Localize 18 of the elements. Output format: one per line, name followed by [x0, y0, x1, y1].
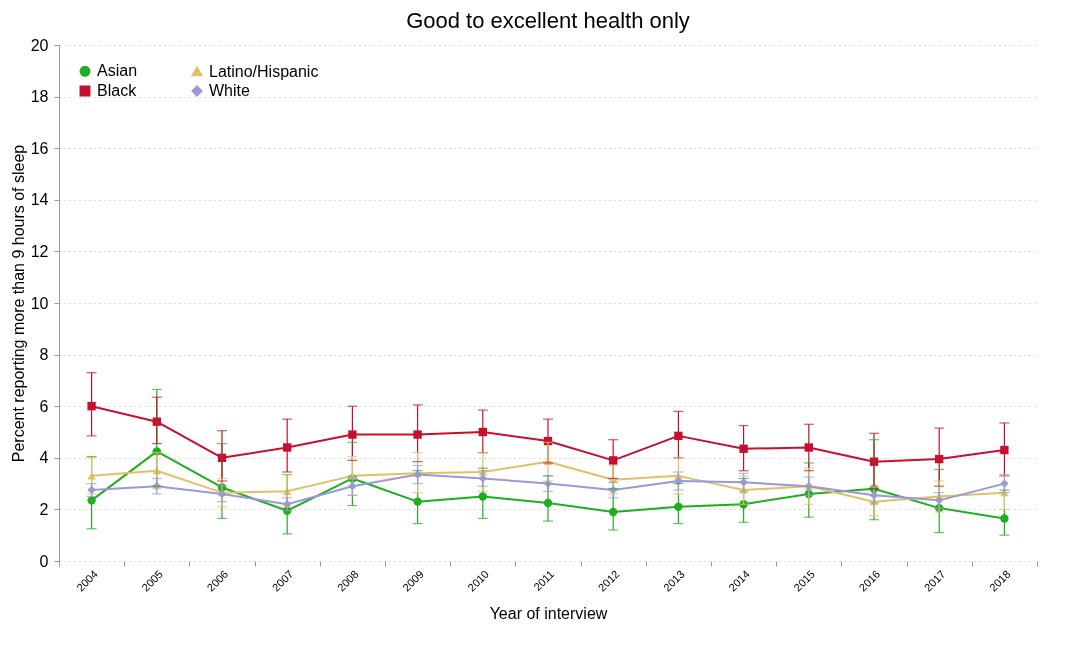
y-tick-label: 16: [30, 139, 49, 157]
y-tick-label: 2: [39, 500, 49, 518]
y-tick-label: 18: [30, 88, 49, 106]
legend-label: White: [209, 82, 250, 99]
y-axis-title: Percent reporting more than 9 hours of sleep: [9, 144, 27, 463]
legend-label: Latino/Hispanic: [209, 62, 319, 80]
y-tick-label: 14: [30, 191, 49, 209]
legend-label: Black: [97, 82, 138, 99]
y-tick-label: 20: [30, 36, 49, 54]
chart-title: Good to excellent health only: [406, 8, 690, 33]
y-tick-label: 12: [30, 242, 49, 260]
y-tick-label: 0: [39, 552, 49, 570]
legend-label: Asian: [97, 62, 138, 80]
y-tick-label: 6: [39, 397, 49, 415]
y-tick-label: 4: [39, 449, 49, 467]
x-axis-title: Year of interview: [489, 604, 608, 622]
y-tick-label: 10: [30, 294, 49, 312]
y-tick-label: 8: [39, 346, 49, 364]
